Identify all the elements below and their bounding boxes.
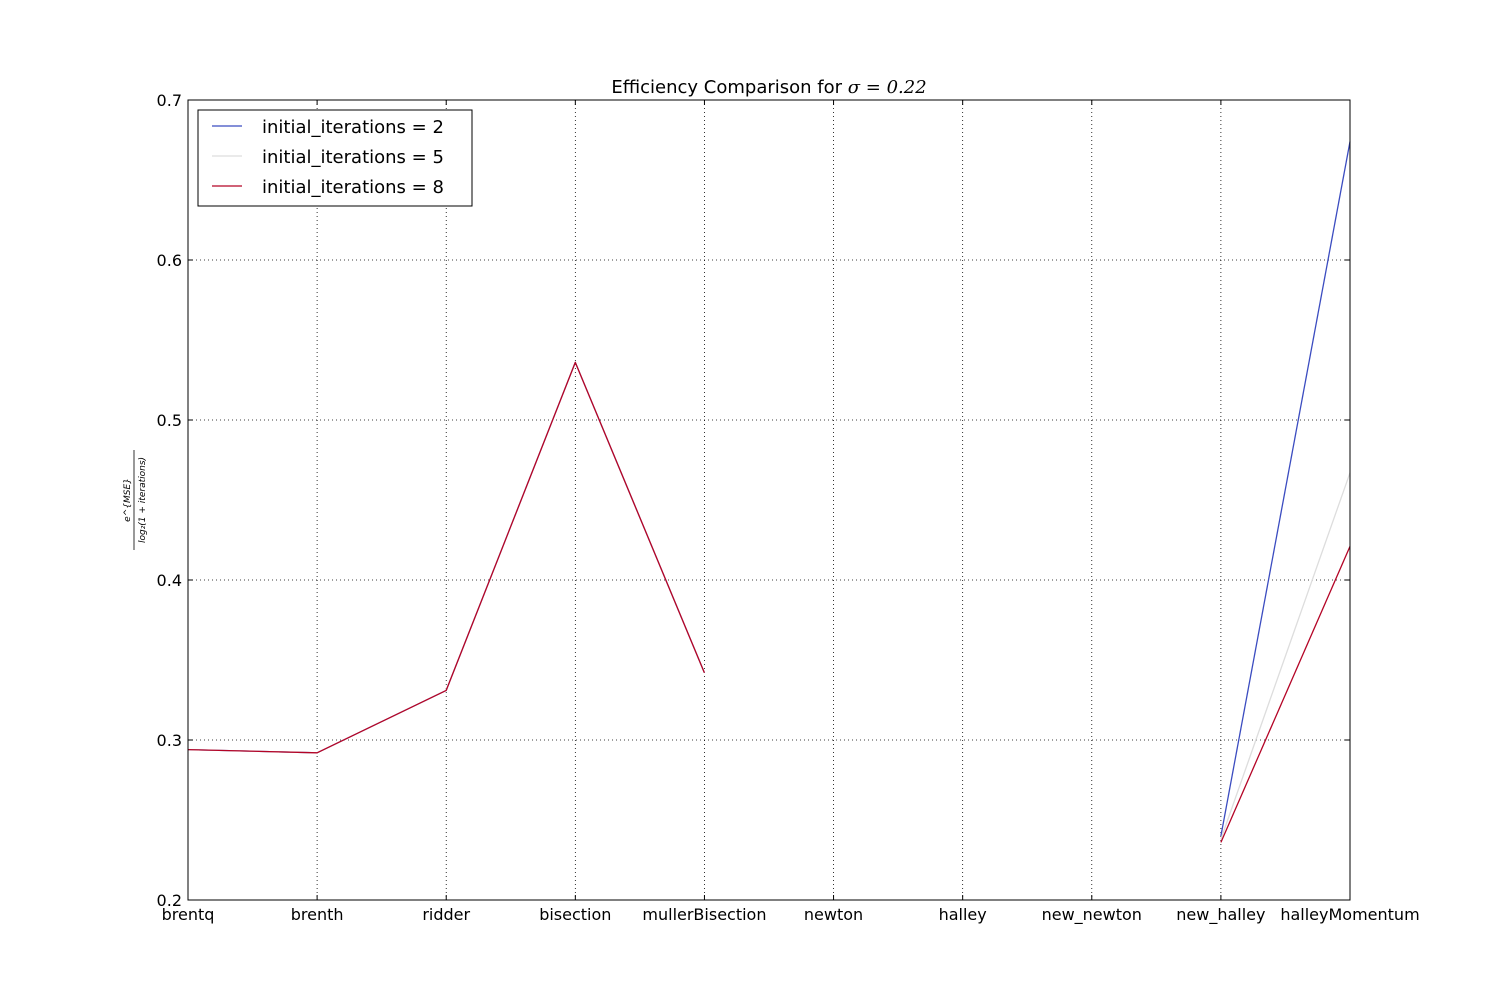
x-tick-label: newton [804,905,863,924]
x-tick-label: halleyMomentum [1280,905,1419,924]
series-segment [1220,472,1351,840]
x-tick-label: bisection [539,905,611,924]
series-line-1 [187,141,1351,837]
series-segment [1220,546,1351,843]
legend-label: initial_iterations = 5 [262,147,444,168]
y-axis-label-denominator: log₂(1 + iterations) [138,457,148,543]
legend-label: initial_iterations = 8 [262,177,444,198]
legend-box [197,109,473,207]
y-tick-label: 0.3 [157,731,182,750]
x-tick-label: new_halley [1176,905,1265,925]
legend-entry: initial_iterations = 2 [212,117,444,138]
x-tick-label: halley [939,905,987,924]
grid [188,100,1350,900]
plot-frame [187,99,1351,901]
y-tick-label: 0.5 [157,411,182,430]
y-tick-label: 0.6 [157,251,182,270]
x-tick-label: brentq [162,905,215,924]
legend-entry: initial_iterations = 8 [212,177,444,198]
axis-ticks [187,99,1351,901]
x-tick-label: ridder [422,905,470,924]
y-axis-label-numerator: e^{MSE} [123,478,133,522]
y-axis-label: e^{MSE} log₂(1 + iterations) [123,450,148,550]
series-line-3 [187,361,1351,843]
legend-label: initial_iterations = 2 [262,117,444,138]
legend: initial_iterations = 2 initial_iteration… [197,109,473,207]
legend-entry: initial_iterations = 5 [212,147,444,168]
x-tick-label: mullerBisection [642,905,766,924]
x-tick-label: brenth [291,905,344,924]
chart-title-math: σ = 0.22 [848,77,927,98]
series-lines [187,141,1351,843]
series-line-2 [187,361,1351,840]
chart-title: Efficiency Comparison for σ = 0.22 [611,77,926,98]
series-segment [187,361,706,754]
tick-labels: brentq brenth ridder bisection mullerBisecti… [157,91,1420,925]
y-tick-label: 0.2 [157,891,182,910]
x-tick-label: new_newton [1042,905,1142,925]
chart-title-text: Efficiency Comparison for [611,77,847,98]
y-tick-label: 0.7 [157,91,182,110]
y-tick-label: 0.4 [157,571,182,590]
series-segment [1220,141,1351,837]
